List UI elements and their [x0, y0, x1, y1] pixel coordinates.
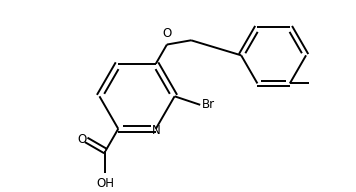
Text: OH: OH	[96, 177, 114, 190]
Text: O: O	[162, 27, 172, 41]
Text: N: N	[151, 124, 160, 137]
Text: Br: Br	[202, 98, 215, 111]
Text: O: O	[78, 133, 87, 146]
